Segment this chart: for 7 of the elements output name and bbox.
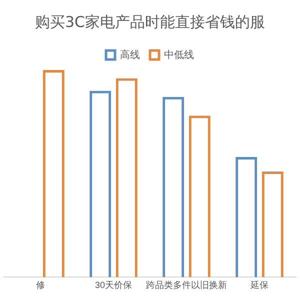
x-tick-label: 30天价保 — [94, 280, 132, 290]
x-tick-label: 跨品类多件以旧换新 — [146, 280, 227, 290]
legend-label: 中低线 — [164, 48, 194, 61]
x-tick-label: 延保 — [250, 280, 268, 290]
chart-title: 购买3C家电产品时能直接省钱的服 — [34, 12, 266, 31]
legend-label: 高线 — [120, 48, 140, 61]
x-tick-label: 修 — [36, 280, 45, 290]
